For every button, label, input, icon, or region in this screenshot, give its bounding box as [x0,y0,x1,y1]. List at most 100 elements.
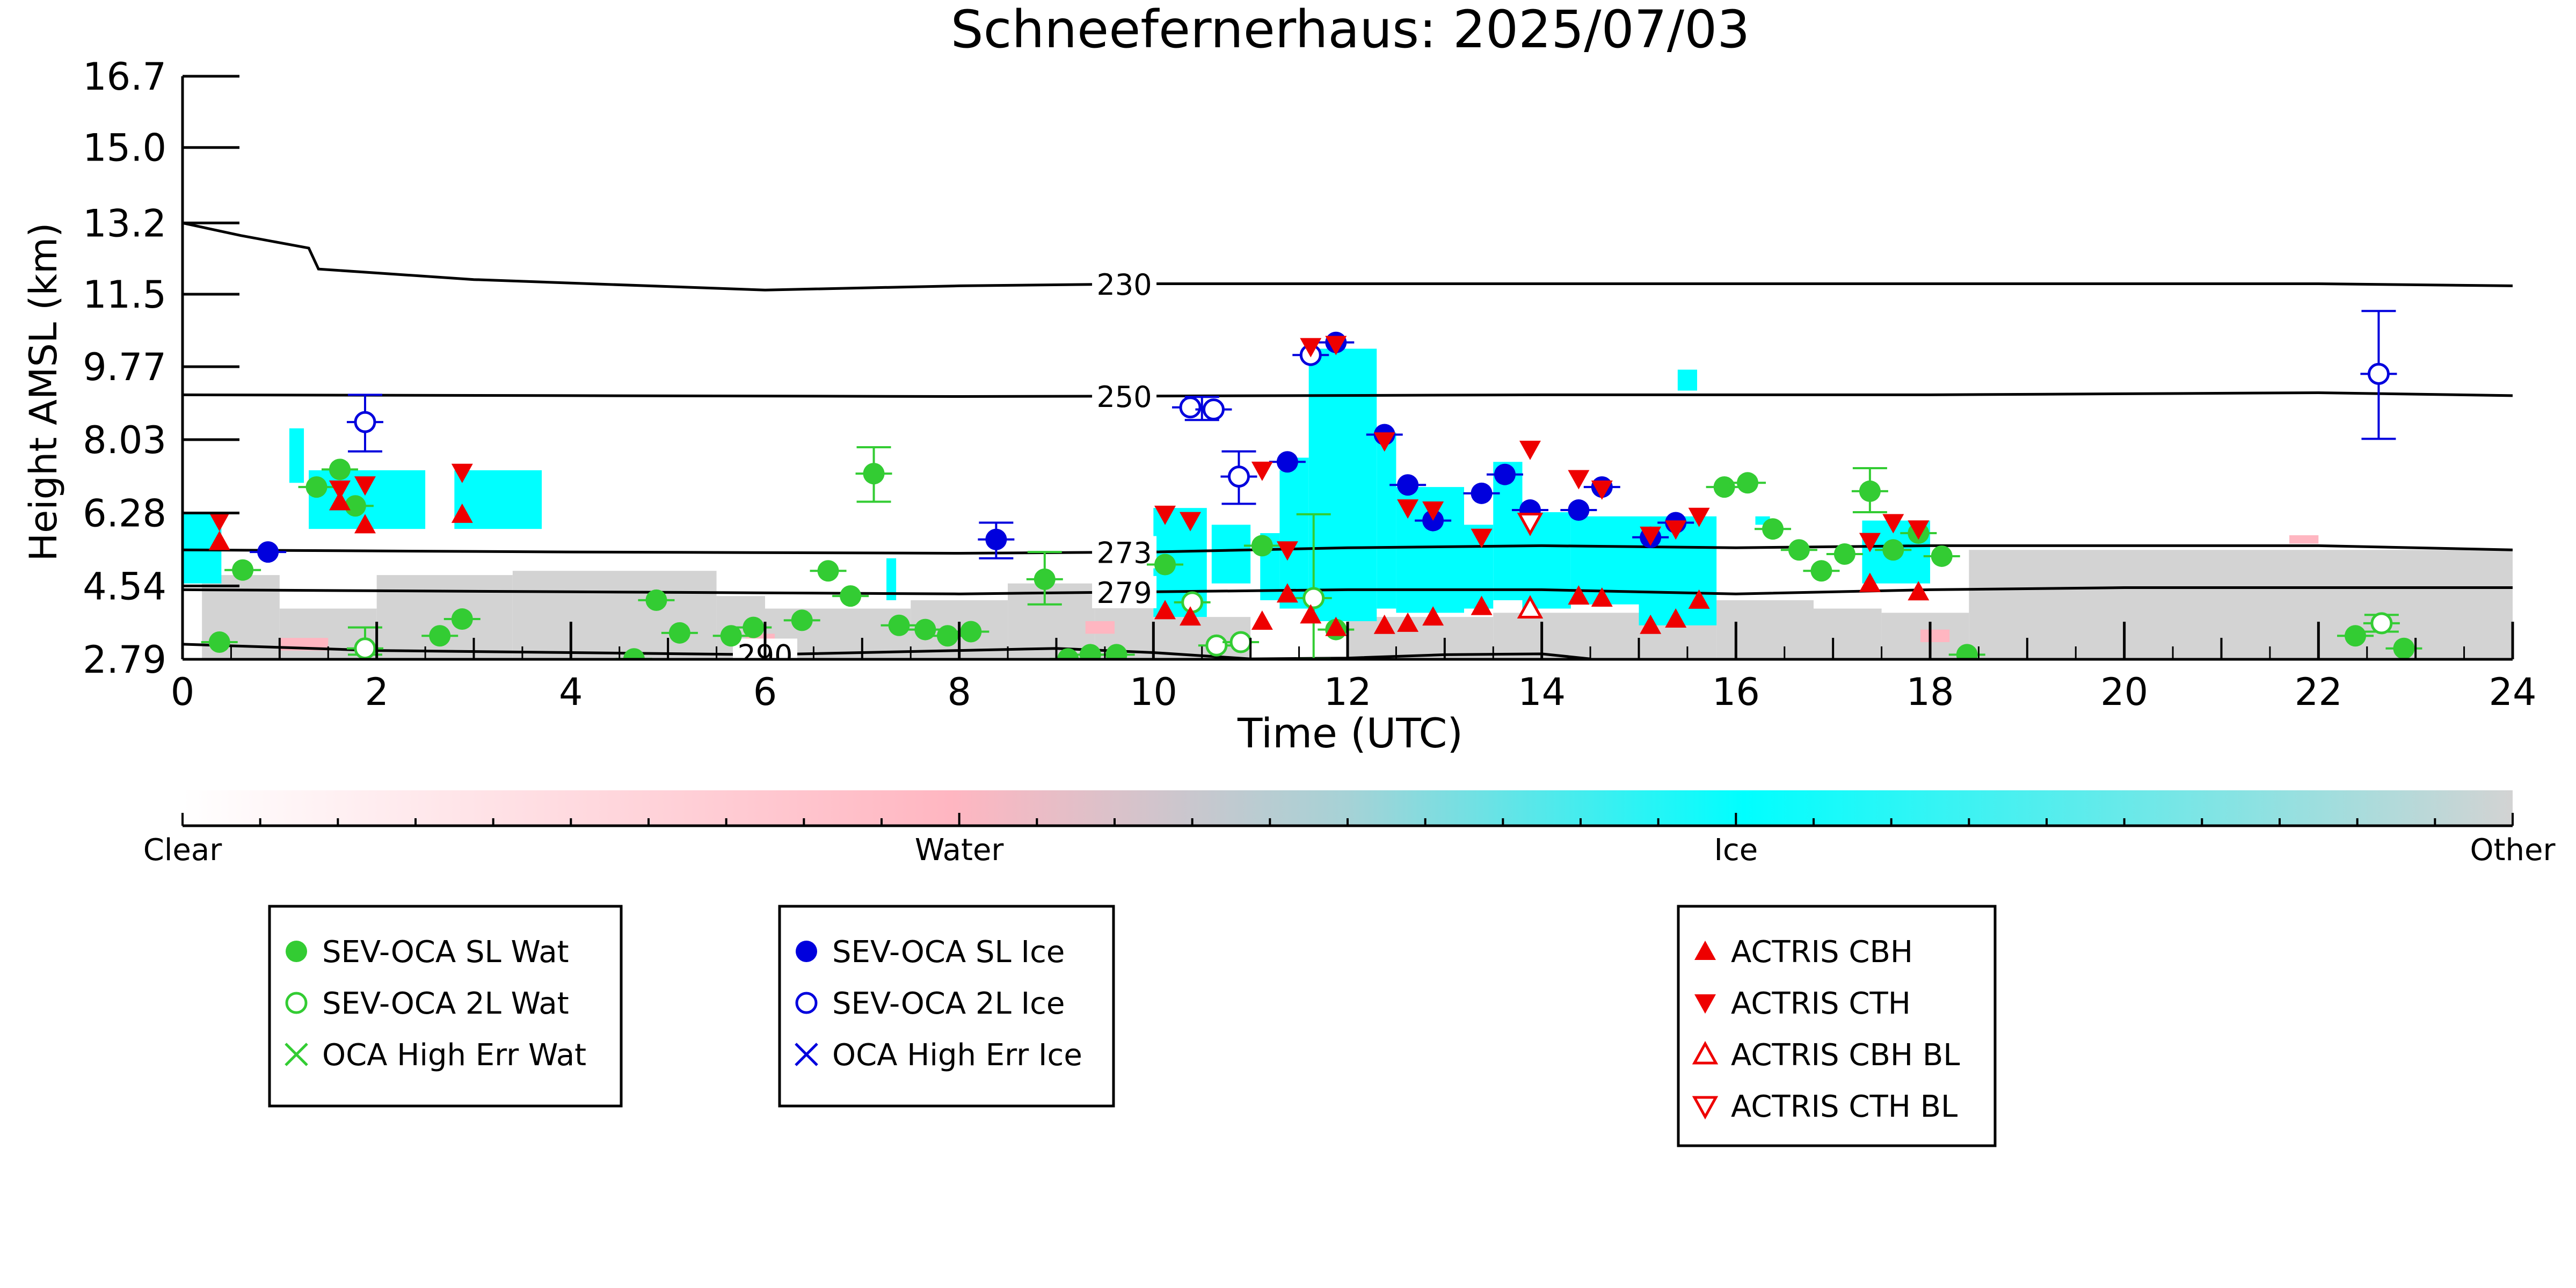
legend-box-2 [1677,905,1997,1147]
lidar-ice-14 [1493,462,1523,600]
legend-label-1-2: OCA High Err Ice [832,1038,1082,1073]
data-point-4-13 [1471,595,1493,615]
data-point-4-5 [1180,606,1202,626]
x-axis-label: Time (UTC) [1237,709,1463,757]
legend-marker-1-1 [795,992,818,1014]
data-point-3-1 [1179,396,1202,419]
data-point-0-27 [1713,476,1735,498]
x-tick-label-4: 8 [947,670,971,714]
data-point-2-7 [1471,482,1493,504]
legend-label-0-0: SEV-OCA SL Wat [322,935,569,970]
contour-label-279: 279 [1097,576,1152,610]
x-tick-label-9: 18 [1906,670,1954,714]
data-point-4-10 [1373,614,1395,634]
contour-line-279 [183,586,2513,595]
legend-label-0-2: OCA High Err Wat [322,1038,586,1073]
data-point-0-18 [936,625,958,647]
data-point-0-37 [1956,644,1978,659]
data-point-4-20 [1908,581,1930,601]
x-tick-label-8: 16 [1712,670,1760,714]
data-point-0-5 [429,625,451,647]
y-tick-label-5: 11.5 [83,273,166,317]
data-point-5-11 [1397,499,1419,519]
data-point-0-4 [344,495,366,517]
lidar-other-2 [376,575,513,659]
lidar-ice-10 [1308,348,1377,621]
data-point-4-19 [1859,572,1881,592]
y-tick-label-1: 4.54 [83,564,166,608]
lidar-water-3 [1920,629,1950,642]
y-tick-label-3: 8.03 [83,418,166,462]
data-point-3-0 [354,411,376,433]
data-point-0-31 [1810,560,1832,582]
legend-label-2-2: ACTRIS CBH BL [1731,1038,1960,1073]
data-point-5-10 [1373,432,1395,452]
x-tick-label-5: 10 [1130,670,1177,714]
data-point-5-19 [1688,507,1710,527]
legend-label-2-0: ACTRIS CBH [1731,935,1913,970]
x-tick-label-6: 12 [1323,670,1371,714]
data-point-0-38 [2345,625,2367,647]
lidar-other-7 [1008,583,1095,659]
contour-label-bg-273 [1092,536,1157,569]
data-point-5-15 [1568,470,1590,490]
data-point-2-1 [985,528,1007,550]
data-point-6-0 [1517,595,1544,619]
data-point-0-14 [840,585,862,607]
legend-label-2-3: ACTRIS CTH BL [1731,1089,1958,1124]
legend-marker-1-2 [795,1043,818,1066]
plot-area: 2302502732792902.794.546.288.039.7711.51… [83,55,2536,714]
legend-marker-2-0 [1694,941,1716,960]
chart-title: Schneefernerhaus: 2025/07/03 [951,0,1750,60]
legend-marker-0-2-b [285,1043,308,1066]
contour-label-bg-230 [1092,268,1157,301]
contour-line-273 [183,544,2513,555]
data-point-0-25 [1251,535,1273,557]
data-point-0-19 [960,621,982,643]
data-point-0-6 [451,608,473,630]
lidar-water-2 [1085,621,1115,634]
legend-marker-0-2 [285,1043,308,1066]
x-tick-label-2: 4 [559,670,583,714]
data-point-5-17 [1640,526,1662,546]
data-point-4-9 [1325,616,1347,636]
data-point-5-9 [1325,336,1347,355]
data-point-0-7 [623,648,645,659]
x-tick-label-11: 22 [2295,670,2342,714]
data-point-0-3 [329,459,351,481]
data-point-7-0 [1517,512,1544,536]
data-point-2-8 [1494,463,1516,485]
y-axis-label: Height AMSL (km) [21,223,66,562]
data-point-4-0 [208,530,230,550]
lidar-water-4 [2289,535,2319,544]
data-point-4-8 [1300,604,1322,624]
data-point-0-17 [914,618,936,641]
data-point-5-12 [1422,501,1444,521]
data-point-4-12 [1422,606,1444,626]
y-tick-label-4: 9.77 [83,345,166,389]
data-point-0-21 [1057,648,1079,659]
data-point-5-16 [1591,481,1613,500]
data-point-0-20 [1034,568,1056,590]
data-point-0-34 [1882,539,1904,561]
colorbar-label-water: Water [915,833,1005,868]
y-tick-label-2: 6.28 [83,492,166,536]
data-point-2-5 [1397,474,1419,496]
colorbar-label-ice: Ice [1714,833,1758,868]
data-point-3-5 [2367,362,2390,385]
data-point-1-4 [1302,587,1325,609]
legend-marker-2-1 [1694,994,1716,1014]
legend-marker-0-1 [285,992,308,1014]
data-point-0-39 [2393,637,2415,659]
contour-label-273: 273 [1097,536,1152,570]
data-point-4-18 [1688,589,1710,609]
data-point-5-20 [1859,533,1881,552]
data-point-0-2 [305,476,328,498]
data-point-1-5 [2370,612,2393,635]
colorbar: Clear Water Ice Other [143,790,2556,868]
lidar-other-3 [512,571,717,659]
lidar-other-13 [1814,608,1882,659]
x-tick-label-0: 0 [171,670,195,714]
lidar-other-15 [1969,550,2513,659]
data-point-0-13 [817,560,839,582]
